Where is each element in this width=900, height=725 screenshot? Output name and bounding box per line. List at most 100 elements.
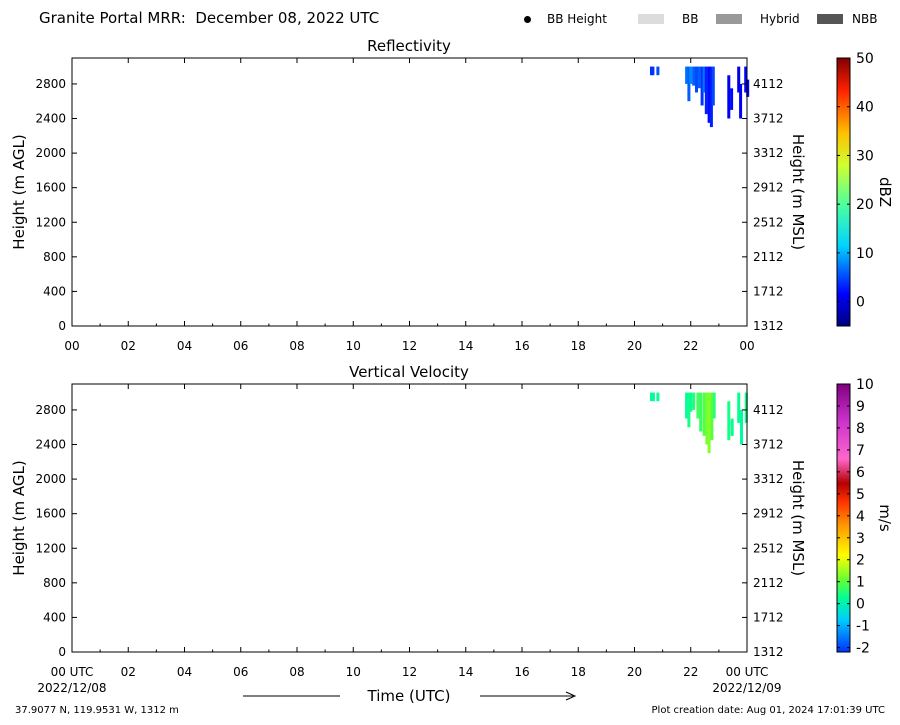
data-column xyxy=(704,66,708,115)
y-tick-label-right: 3712 xyxy=(753,438,784,452)
x-tick-label: 20 xyxy=(627,665,642,679)
x-tick-label: 18 xyxy=(571,665,586,679)
y-tick-label-right: 2112 xyxy=(753,250,784,264)
colorbar-tick-label: 2 xyxy=(856,553,865,569)
legend-bb-height: BB Height xyxy=(524,12,607,26)
x-tick-label: 22 xyxy=(683,339,698,353)
data-column xyxy=(710,392,714,441)
x-tick-label: 02 xyxy=(121,339,136,353)
colorbar-tick-label: -2 xyxy=(856,641,870,657)
data-column xyxy=(730,418,734,436)
y-tick-label: 1600 xyxy=(35,507,66,521)
data-column xyxy=(651,392,655,402)
data-column xyxy=(656,392,660,402)
x-tick-label: 22 xyxy=(683,665,698,679)
hybrid-swatch-icon xyxy=(716,14,742,24)
panel-title-velocity: Vertical Velocity xyxy=(349,363,469,381)
bb-height-dot-icon xyxy=(524,15,531,23)
panel-title-reflectivity: Reflectivity xyxy=(367,37,451,55)
data-column xyxy=(730,88,734,110)
velocity-axes: 00 UTC 02 04 06 08 10 12 14 16 18 20 22 00 UTC 0 1312 4… xyxy=(35,384,784,679)
data-column xyxy=(699,392,703,432)
y-tick-label-right: 4112 xyxy=(753,403,784,417)
x-tick-label: 00 UTC xyxy=(51,665,94,679)
y-tick-label-right: 2912 xyxy=(753,181,784,195)
y-tick-label: 2400 xyxy=(35,112,66,126)
data-column xyxy=(737,392,741,423)
colorbar-tick-label: 20 xyxy=(856,197,874,213)
colorbar-tick-label: 10 xyxy=(856,246,874,262)
data-column xyxy=(711,66,715,106)
data-column xyxy=(695,66,698,93)
data-column xyxy=(744,66,748,93)
data-column xyxy=(727,75,731,119)
data-column xyxy=(712,392,716,419)
data-column xyxy=(697,66,701,89)
y-tick-label-right: 3312 xyxy=(753,472,784,486)
y-tick-label-right: 3312 xyxy=(753,146,784,160)
y-tick-label: 400 xyxy=(43,284,66,298)
station-location: 37.9077 N, 119.9531 W, 1312 m xyxy=(15,705,179,716)
data-column xyxy=(744,392,748,423)
x-tick-label: 00 xyxy=(739,339,754,353)
x-tick-label: 10 xyxy=(346,339,361,353)
data-column xyxy=(687,392,691,428)
data-column xyxy=(740,409,743,445)
colorbar-tick-label: 4 xyxy=(856,509,865,525)
data-column xyxy=(687,66,691,102)
y-tick-label: 2000 xyxy=(35,472,66,486)
legend-label: BB xyxy=(682,12,699,26)
x-tick-label: 04 xyxy=(177,665,192,679)
figure-title: Granite Portal MRR: December 08, 2022 UT… xyxy=(39,9,380,27)
data-column xyxy=(685,392,689,419)
time-axis-label: Time (UTC) xyxy=(367,687,451,705)
x-tick-label: 16 xyxy=(514,665,529,679)
data-column xyxy=(746,79,750,97)
nbb-swatch-icon xyxy=(817,14,843,24)
colorbar-velocity-ticks: -2 -1 0 1 2 3 4 5 6 7 8 9 10 xyxy=(837,377,874,657)
legend-label: BB Height xyxy=(547,12,607,26)
time-arrow-head-icon xyxy=(565,691,577,701)
y-tick-label: 1200 xyxy=(35,541,66,555)
colorbar-tick-label: 3 xyxy=(856,531,865,547)
y-tick-label-right: 1712 xyxy=(753,610,784,624)
data-column xyxy=(727,401,731,441)
colorbar-tick-label: 5 xyxy=(856,487,865,503)
colorbar-tick-label: 9 xyxy=(856,399,865,415)
y-tick-label-right: 2912 xyxy=(753,507,784,521)
data-column xyxy=(707,392,711,454)
y-tick-label-right: 2512 xyxy=(753,541,784,555)
y-tick-label-right: 3712 xyxy=(753,112,784,126)
ylabel-right: Height (m MSL) xyxy=(789,134,807,250)
colorbar-tick-label: 50 xyxy=(856,51,874,67)
y-tick-label-right: 1312 xyxy=(753,319,784,333)
y-tick-label: 0 xyxy=(58,319,66,333)
legend-label: Hybrid xyxy=(760,12,800,26)
y-tick-label: 2800 xyxy=(35,77,66,91)
colorbar-tick-label: 7 xyxy=(856,443,865,459)
x-tick-label: 00 UTC xyxy=(726,665,769,679)
data-column xyxy=(689,392,693,412)
colorbar-tick-label: 40 xyxy=(856,100,874,116)
y-tick-label: 1600 xyxy=(35,181,66,195)
x-tick-label: 12 xyxy=(402,339,417,353)
colorbar-dbz-ticks: 0 10 20 30 40 50 xyxy=(837,51,874,311)
data-column xyxy=(696,392,700,419)
colorbar-tick-label: -1 xyxy=(856,619,870,635)
colorbar-label-velocity: m/s xyxy=(876,504,894,532)
x-tick-label: 08 xyxy=(289,339,304,353)
legend-label: NBB xyxy=(852,12,878,26)
ylabel-right: Height (m MSL) xyxy=(789,460,807,576)
start-date-label: 2022/12/08 xyxy=(37,681,106,695)
y-tick-label-right: 2112 xyxy=(753,576,784,590)
y-tick-label: 1200 xyxy=(35,215,66,229)
x-tick-label: 02 xyxy=(121,665,136,679)
data-column xyxy=(702,66,706,93)
x-tick-label: 18 xyxy=(571,339,586,353)
colorbar-tick-label: 10 xyxy=(856,377,874,393)
x-tick-label: 00 xyxy=(64,339,79,353)
ylabel-left: Height (m AGL) xyxy=(10,134,28,249)
data-column xyxy=(651,66,655,76)
x-tick-label: 04 xyxy=(177,339,192,353)
